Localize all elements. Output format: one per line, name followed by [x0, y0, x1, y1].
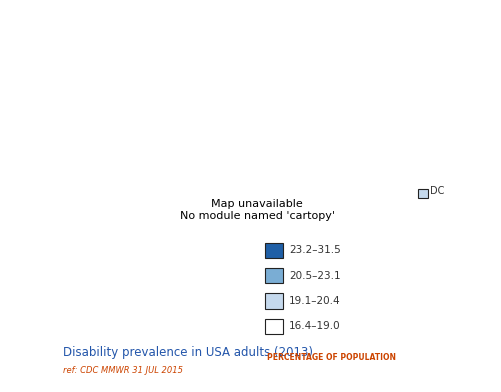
- FancyBboxPatch shape: [417, 189, 427, 198]
- FancyBboxPatch shape: [265, 319, 283, 334]
- Text: Map unavailable
No module named 'cartopy': Map unavailable No module named 'cartopy…: [179, 199, 334, 221]
- FancyBboxPatch shape: [265, 268, 283, 283]
- Text: PERCENTAGE OF POPULATION: PERCENTAGE OF POPULATION: [267, 353, 395, 362]
- FancyBboxPatch shape: [265, 294, 283, 309]
- Text: 19.1–20.4: 19.1–20.4: [289, 296, 340, 306]
- Text: DC: DC: [429, 186, 443, 196]
- FancyBboxPatch shape: [265, 243, 283, 258]
- Text: Disability prevalence in USA adults (2013): Disability prevalence in USA adults (201…: [63, 346, 313, 359]
- Text: 23.2–31.5: 23.2–31.5: [289, 245, 340, 255]
- Text: 20.5–23.1: 20.5–23.1: [289, 271, 340, 281]
- Text: 16.4–19.0: 16.4–19.0: [289, 321, 340, 331]
- Text: ref: CDC MMWR 31 JUL 2015: ref: CDC MMWR 31 JUL 2015: [63, 367, 183, 376]
